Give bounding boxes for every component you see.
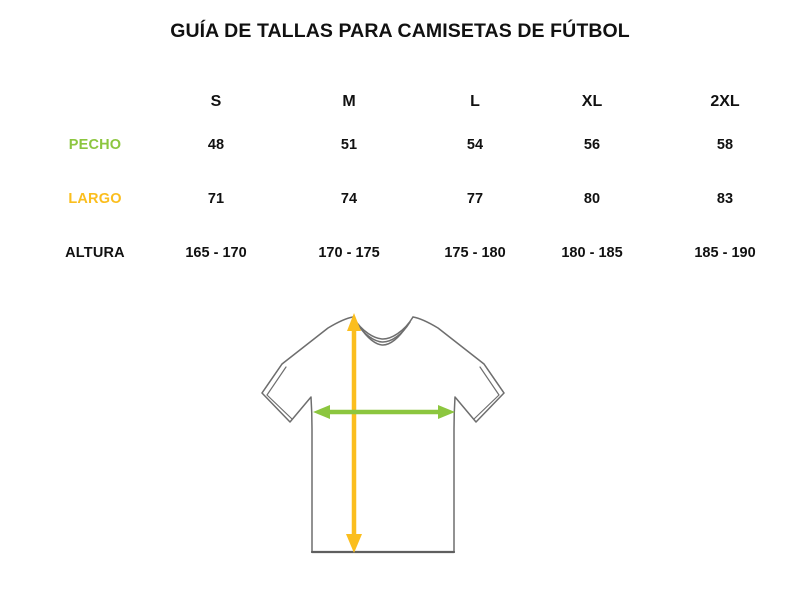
row-label-chest: PECHO <box>68 137 122 153</box>
table-row-length: LARGO 71 74 77 80 83 <box>0 172 800 226</box>
column-header-l: L <box>470 93 480 110</box>
cell-length-s: 71 <box>207 191 225 207</box>
cell-chest-xl: 56 <box>583 137 601 153</box>
cell-chest-m: 51 <box>340 137 358 153</box>
cell-chest-2xl: 58 <box>716 137 734 153</box>
column-header-xl: XL <box>581 93 603 110</box>
size-chart-table: S M L XL 2XL PECHO 48 51 54 56 58 LARGO … <box>0 86 800 280</box>
cell-height-l: 175 - 180 <box>444 245 506 261</box>
tshirt-outline-icon <box>261 316 505 554</box>
cell-length-xl: 80 <box>583 191 601 207</box>
cell-length-2xl: 83 <box>716 191 734 207</box>
cell-height-s: 165 - 170 <box>185 245 247 261</box>
row-label-length: LARGO <box>68 191 122 207</box>
tshirt-diagram <box>250 305 560 570</box>
table-corner-cell <box>0 86 150 118</box>
cell-length-m: 74 <box>340 191 358 207</box>
cell-height-m: 170 - 175 <box>318 245 380 261</box>
cell-length-l: 77 <box>466 191 484 207</box>
chest-measure-arrow <box>313 405 455 419</box>
column-header-2xl: 2XL <box>710 93 740 110</box>
cell-chest-l: 54 <box>466 137 484 153</box>
column-header-m: M <box>342 93 356 110</box>
page-title: GUÍA DE TALLAS PARA CAMISETAS DE FÚTBOL <box>170 20 630 42</box>
table-row-chest: PECHO 48 51 54 56 58 <box>0 118 800 172</box>
cell-chest-s: 48 <box>207 137 225 153</box>
column-header-s: S <box>210 93 222 110</box>
length-measure-arrow <box>346 313 362 553</box>
cell-height-xl: 180 - 185 <box>561 245 623 261</box>
cell-height-2xl: 185 - 190 <box>694 245 756 261</box>
table-row-height: ALTURA 165 - 170 170 - 175 175 - 180 180… <box>0 226 800 280</box>
row-label-height: ALTURA <box>65 245 125 261</box>
table-header-row: S M L XL 2XL <box>0 86 800 118</box>
